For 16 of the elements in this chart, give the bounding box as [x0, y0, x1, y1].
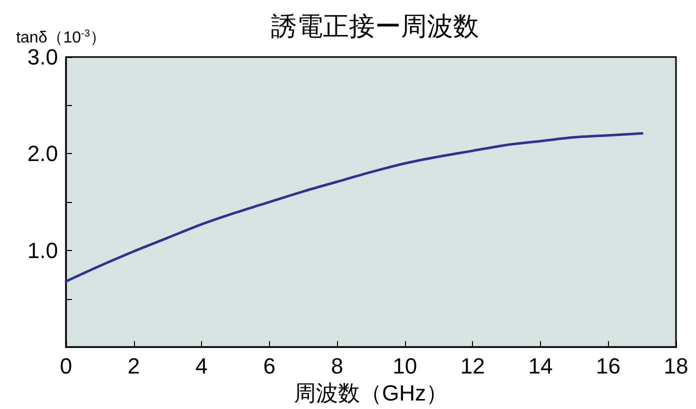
- y-tick-label: 3.0: [27, 44, 58, 70]
- x-tick-label: 10: [392, 354, 418, 379]
- x-tick-label: 14: [528, 354, 553, 379]
- x-tick-label: 2: [128, 354, 140, 379]
- y-tick-label: 2.0: [27, 141, 58, 166]
- x-tick-label: 6: [263, 354, 276, 379]
- line-series: [64, 132, 644, 283]
- x-tick-label: 18: [664, 354, 688, 379]
- y-tick-label: 1.0: [27, 238, 58, 263]
- x-tick-label: 4: [195, 354, 208, 379]
- x-tick-label: 8: [330, 354, 344, 379]
- x-tick-label: 16: [596, 354, 620, 379]
- x-tick-label: 0: [60, 354, 72, 379]
- x-axis-title: 周波数（GHz）: [294, 380, 448, 406]
- chart-title: 誘電正接ー周波数: [271, 11, 479, 41]
- x-tick-label: 12: [460, 354, 485, 379]
